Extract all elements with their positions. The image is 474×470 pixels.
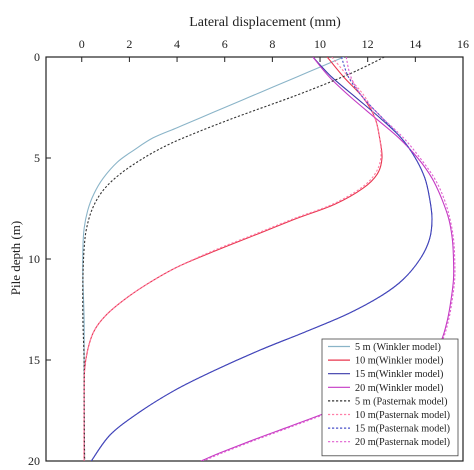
legend-label: 15 m(Pasternak model) (355, 424, 450, 435)
x-tick-label: 8 (269, 37, 275, 51)
series-line (82, 57, 385, 461)
y-tick-label: 5 (34, 151, 40, 165)
x-tick-label: 6 (222, 37, 228, 51)
y-tick-label: 20 (28, 454, 40, 468)
x-tick-label: 10 (314, 37, 326, 51)
legend-label: 5 m (Winkler model) (355, 342, 441, 353)
y-tick-label: 15 (28, 353, 40, 367)
series-line (82, 57, 345, 461)
series-line (200, 57, 455, 461)
legend-label: 10 m(Winkler model) (355, 356, 443, 367)
series-group (82, 57, 456, 461)
x-axis-title: Lateral displacement (mm) (189, 15, 341, 30)
legend: 5 m (Winkler model) 10 m(Winkler model) 15… (321, 338, 459, 457)
x-tick-label: 2 (126, 37, 132, 51)
plot-area: 0 2 4 6 8 10 12 14 16 0 5 10 15 20 (28, 37, 469, 468)
legend-label: 10 m(Pasternak model) (355, 410, 450, 421)
y-axis-title: Pile depth (m) (8, 221, 23, 295)
x-tick-label: 14 (409, 37, 421, 51)
x-tick-label: 16 (457, 37, 469, 51)
legend-box (321, 338, 459, 457)
y-tick-label: 10 (28, 252, 40, 266)
legend-label: 15 m(Winkler model) (355, 369, 443, 380)
legend-label: 20 m(Winkler model) (355, 383, 443, 394)
x-tick-label: 0 (79, 37, 85, 51)
x-tick-label: 12 (362, 37, 374, 51)
y-tick-label: 0 (34, 50, 40, 64)
x-tick-label: 4 (174, 37, 180, 51)
series-line (83, 57, 382, 461)
legend-label: 20 m(Pasternak model) (355, 437, 450, 448)
legend-label: 5 m (Pasternak model) (355, 396, 448, 407)
series-line (90, 57, 433, 461)
